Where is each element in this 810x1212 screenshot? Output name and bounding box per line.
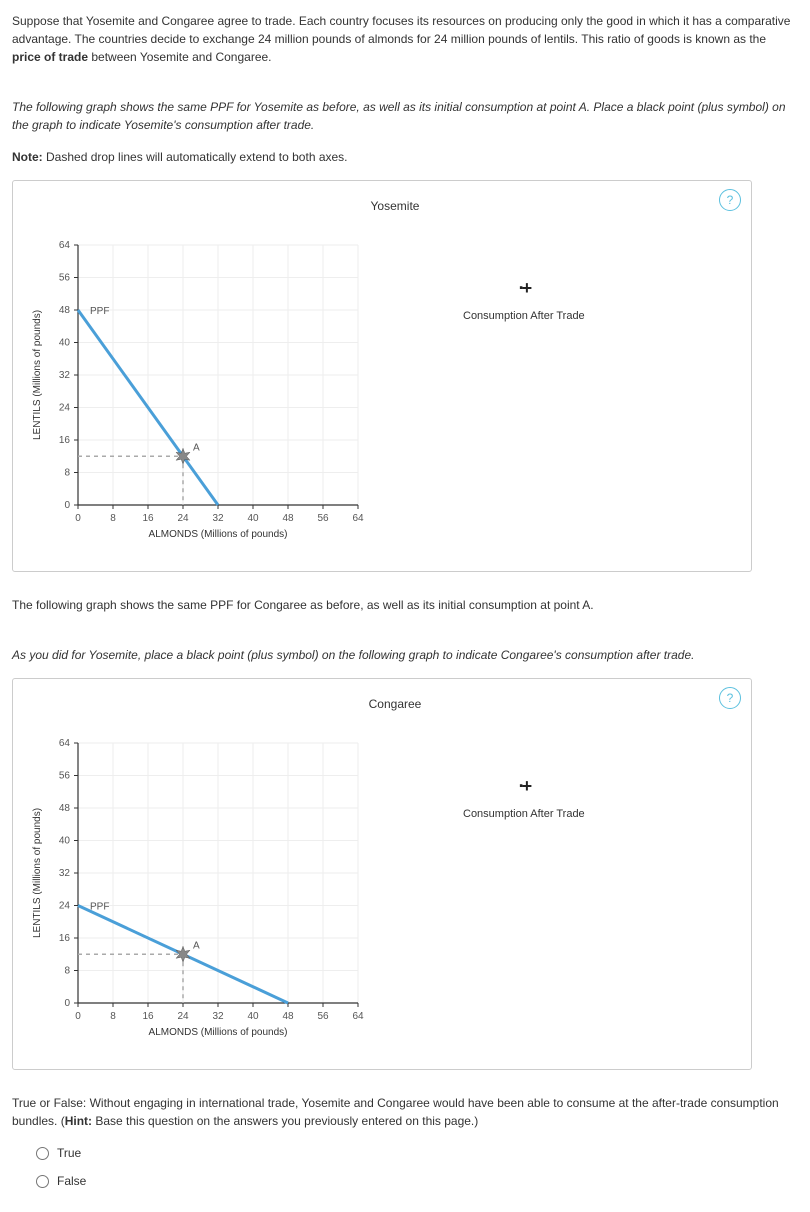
svg-text:48: 48: [59, 305, 71, 316]
svg-text:64: 64: [352, 1011, 364, 1022]
svg-text:8: 8: [64, 468, 70, 479]
plus-icon: ·+: [463, 773, 585, 800]
svg-text:8: 8: [110, 1011, 116, 1022]
svg-text:24: 24: [59, 901, 71, 912]
svg-text:56: 56: [317, 1011, 329, 1022]
svg-text:32: 32: [212, 513, 224, 524]
svg-text:PPF: PPF: [90, 306, 109, 317]
help-button[interactable]: ?: [719, 189, 741, 211]
svg-text:8: 8: [64, 966, 70, 977]
svg-text:56: 56: [317, 513, 329, 524]
svg-text:A: A: [193, 940, 200, 951]
radio-false[interactable]: [36, 1175, 49, 1188]
congaree-chart-title: Congaree: [63, 695, 727, 713]
svg-text:LENTILS (Millions of pounds): LENTILS (Millions of pounds): [32, 808, 43, 938]
tf-text-b: Base this question on the answers you pr…: [92, 1114, 478, 1128]
yosemite-chart[interactable]: 00 8 8 16 16 24 24 32 32 40 40 48 48 56 56 64 64 PPF A ALMO…: [23, 235, 403, 555]
plus-icon: ·+: [463, 275, 585, 302]
tf-true-row[interactable]: True: [36, 1144, 798, 1162]
intro-text-b: between Yosemite and Congaree.: [88, 50, 271, 64]
svg-text:8: 8: [110, 513, 116, 524]
svg-text:40: 40: [59, 836, 71, 847]
yosemite-chart-title: Yosemite: [63, 197, 727, 215]
note-bold: Note:: [12, 150, 43, 164]
svg-text:16: 16: [59, 435, 71, 446]
svg-text:0: 0: [64, 998, 70, 1009]
help-button[interactable]: ?: [719, 687, 741, 709]
svg-text:LENTILS (Millions of pounds): LENTILS (Millions of pounds): [32, 310, 43, 440]
svg-text:40: 40: [247, 513, 259, 524]
svg-text:24: 24: [177, 513, 189, 524]
svg-text:48: 48: [59, 803, 71, 814]
consumption-legend[interactable]: ·+ Consumption After Trade: [463, 275, 585, 325]
congaree-graph-container: ? Congaree 00 8 8 16 16 24 24 32 32 40 40 48 48 56 56 6…: [12, 678, 752, 1070]
tf-hint-bold: Hint:: [65, 1114, 92, 1128]
svg-text:32: 32: [59, 868, 71, 879]
svg-text:16: 16: [59, 933, 71, 944]
svg-text:PPF: PPF: [90, 902, 109, 913]
svg-text:48: 48: [282, 513, 294, 524]
yosemite-instruction: The following graph shows the same PPF f…: [12, 98, 798, 134]
intro-text-a: Suppose that Yosemite and Congaree agree…: [12, 14, 790, 46]
svg-text:56: 56: [59, 273, 71, 284]
note-rest: Dashed drop lines will automatically ext…: [43, 150, 348, 164]
svg-text:40: 40: [59, 338, 71, 349]
svg-text:24: 24: [177, 1011, 189, 1022]
svg-text:56: 56: [59, 771, 71, 782]
svg-text:48: 48: [282, 1011, 294, 1022]
svg-text:16: 16: [142, 1011, 154, 1022]
true-label: True: [57, 1144, 81, 1162]
svg-text:0: 0: [64, 500, 70, 511]
svg-text:32: 32: [212, 1011, 224, 1022]
svg-text:64: 64: [352, 513, 364, 524]
svg-text:64: 64: [59, 240, 71, 251]
svg-text:40: 40: [247, 1011, 259, 1022]
intro-paragraph: Suppose that Yosemite and Congaree agree…: [12, 12, 798, 66]
svg-text:ALMONDS (Millions of pounds): ALMONDS (Millions of pounds): [149, 1027, 288, 1038]
svg-text:64: 64: [59, 738, 71, 749]
yosemite-note: Note: Dashed drop lines will automatical…: [12, 148, 798, 166]
radio-true[interactable]: [36, 1147, 49, 1160]
congaree-intro: The following graph shows the same PPF f…: [12, 596, 798, 614]
svg-text:24: 24: [59, 403, 71, 414]
congaree-chart[interactable]: 00 8 8 16 16 24 24 32 32 40 40 48 48 56 56 64 64 PPF A ALMO…: [23, 733, 403, 1053]
congaree-instruction: As you did for Yosemite, place a black p…: [12, 646, 798, 664]
svg-text:ALMONDS (Millions of pounds): ALMONDS (Millions of pounds): [149, 529, 288, 540]
svg-text:32: 32: [59, 370, 71, 381]
svg-text:A: A: [193, 442, 200, 453]
consumption-legend[interactable]: ·+ Consumption After Trade: [463, 773, 585, 823]
false-label: False: [57, 1172, 86, 1190]
svg-text:16: 16: [142, 513, 154, 524]
legend-label: Consumption After Trade: [463, 308, 585, 325]
tf-false-row[interactable]: False: [36, 1172, 798, 1190]
svg-text:0: 0: [75, 1011, 81, 1022]
tf-question: True or False: Without engaging in inter…: [12, 1094, 798, 1130]
intro-bold: price of trade: [12, 50, 88, 64]
legend-label: Consumption After Trade: [463, 806, 585, 823]
svg-text:0: 0: [75, 513, 81, 524]
yosemite-graph-container: ? Yosemite 00 8 8 16 16 24 24 32 32 40 40 48 48 56 56 6…: [12, 180, 752, 572]
